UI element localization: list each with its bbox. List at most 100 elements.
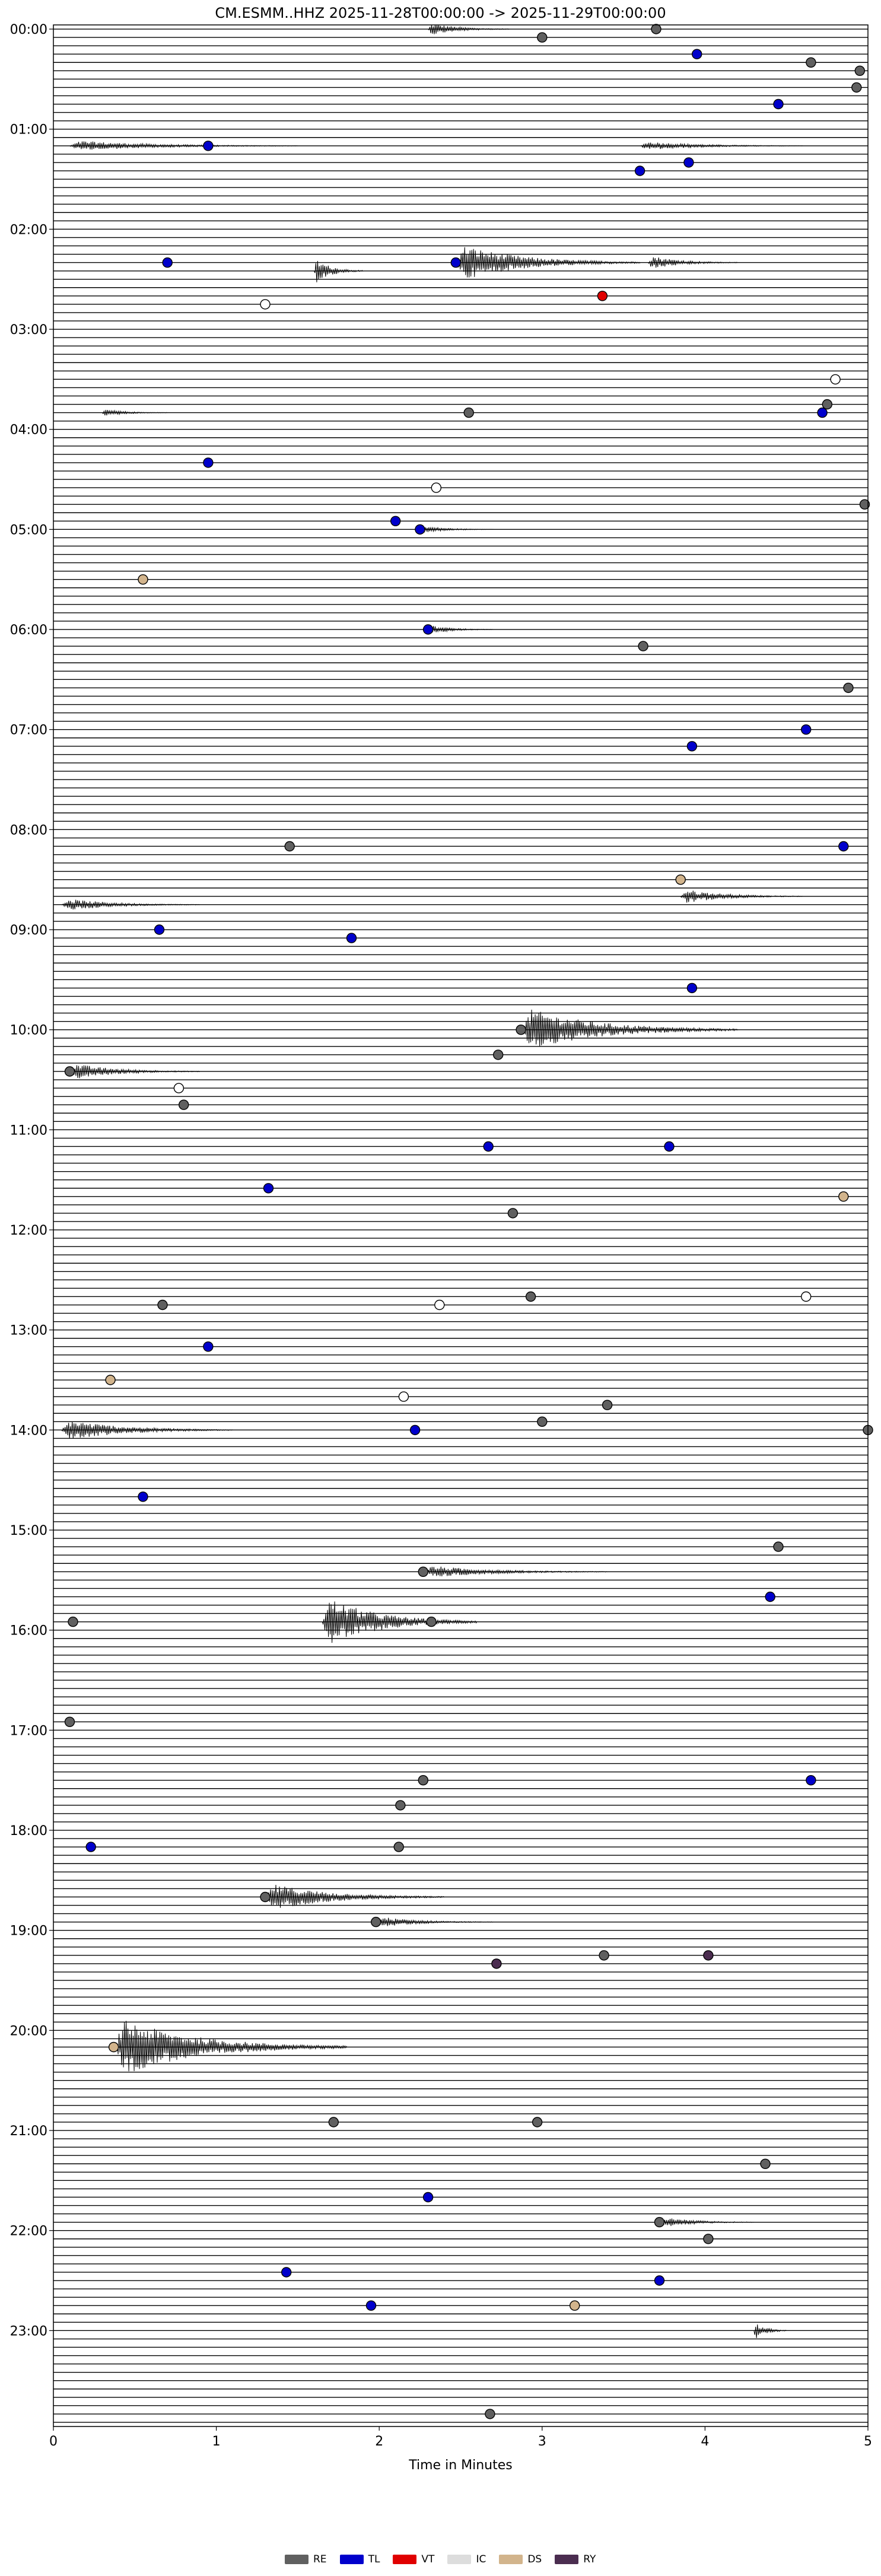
event-marker-re	[179, 1099, 189, 1110]
event-marker-tl	[686, 982, 698, 994]
event-marker-re	[537, 32, 548, 43]
event-marker-re	[602, 1400, 613, 1410]
y-tick-label: 01:00	[10, 123, 47, 138]
waveform-burst	[753, 2324, 787, 2338]
y-tick-label: 19:00	[10, 1924, 47, 1939]
event-marker-ds	[108, 2041, 119, 2053]
event-marker-tl	[654, 2275, 665, 2286]
event-marker-ry	[703, 1950, 714, 1961]
event-marker-re	[426, 1616, 437, 1627]
waveform-burst	[113, 2021, 347, 2072]
event-marker-ic	[173, 1083, 185, 1093]
legend-label: RY	[583, 2553, 596, 2565]
event-marker-re	[418, 1566, 428, 1578]
event-marker-tl	[806, 1774, 816, 1786]
legend-item-tl: TL	[339, 2553, 380, 2565]
event-marker-tl	[422, 624, 434, 635]
x-tick-label: 4	[701, 2434, 709, 2449]
event-marker-tl	[691, 49, 702, 59]
legend-item-ds: DS	[499, 2553, 542, 2565]
event-marker-re	[260, 1891, 271, 1903]
event-marker-re	[485, 2409, 495, 2419]
event-marker-tl	[203, 141, 214, 151]
y-axis-ticks: 00:00 01:00 02:00 03:00 04:00 05:00 06:00 07:00…	[10, 23, 53, 2339]
x-tick-label: 1	[212, 2434, 221, 2449]
event-marker-re	[68, 1616, 78, 1627]
y-tick-label: 15:00	[10, 1524, 47, 1538]
event-marker-tl	[817, 407, 828, 418]
x-tick-label: 5	[864, 2434, 872, 2449]
event-marker-re	[463, 407, 474, 418]
legend-swatch	[285, 2555, 308, 2564]
waveform-burst	[419, 526, 494, 533]
event-marker-re	[507, 1208, 519, 1219]
waveform-burst	[659, 2218, 754, 2227]
x-tick-label: 3	[538, 2434, 546, 2449]
y-tick-label: 09:00	[10, 923, 47, 938]
legend-item-ic: IC	[447, 2553, 486, 2565]
y-tick-label: 10:00	[10, 1023, 47, 1038]
event-marker-ds	[105, 1375, 116, 1385]
event-marker-tl	[773, 98, 784, 110]
legend-item-re: RE	[285, 2553, 327, 2565]
event-marker-ds	[138, 574, 148, 585]
event-marker-tl	[85, 1842, 96, 1852]
y-tick-label: 02:00	[10, 222, 47, 237]
event-marker-re	[516, 1024, 526, 1035]
event-marker-re	[157, 1299, 168, 1311]
event-marker-ds	[675, 874, 686, 885]
legend-swatch	[555, 2555, 579, 2564]
event-marker-ic	[434, 1299, 445, 1311]
event-marker-tl	[138, 1491, 148, 1502]
event-marker-re	[703, 2234, 714, 2244]
legend-label: VT	[421, 2553, 435, 2565]
y-tick-label: 20:00	[10, 2024, 47, 2038]
event-marker-tl	[686, 741, 698, 752]
signal-bursts	[61, 24, 803, 2338]
y-tick-label: 22:00	[10, 2224, 47, 2239]
event-marker-tl	[634, 166, 645, 176]
event-marker-re	[654, 2216, 665, 2228]
event-marker-ry	[491, 1958, 502, 1969]
event-marker-re	[760, 2158, 771, 2170]
event-marker-ic	[800, 1291, 812, 1302]
x-axis-ticks: 0 1 2 3 4 5	[49, 2426, 872, 2449]
y-tick-label: 03:00	[10, 323, 47, 338]
event-marker-tl	[838, 841, 849, 852]
event-marker-tl	[281, 2267, 292, 2278]
event-marker-tl	[765, 1591, 775, 1602]
event-marker-ic	[260, 299, 271, 310]
event-marker-tl	[450, 257, 461, 268]
event-marker-re	[854, 65, 866, 77]
plot-frame	[53, 24, 869, 2427]
waveform-burst	[313, 260, 364, 282]
event-marker-tl	[483, 1141, 494, 1152]
trace-lines	[53, 28, 868, 2423]
waveform-burst	[102, 409, 168, 416]
event-marker-ic	[830, 374, 841, 385]
x-tick-label: 0	[49, 2434, 58, 2449]
event-marker-tl	[422, 2192, 434, 2203]
event-marker-re	[328, 2117, 339, 2127]
legend-label: DS	[527, 2553, 542, 2565]
y-tick-label: 00:00	[10, 23, 47, 37]
event-marker-tl	[800, 724, 812, 735]
event-marker-tl	[390, 516, 401, 526]
event-marker-re	[822, 399, 833, 410]
y-tick-label: 18:00	[10, 1824, 47, 1839]
waveform-burst	[423, 1566, 608, 1576]
legend-label: TL	[368, 2553, 380, 2565]
event-marker-tl	[664, 1141, 675, 1152]
legend: RE TL VT IC DS RY	[285, 2551, 596, 2568]
event-marker-ic	[431, 482, 441, 493]
waveform-burst	[640, 142, 803, 150]
y-tick-label: 23:00	[10, 2324, 47, 2339]
y-tick-label: 06:00	[10, 623, 47, 638]
y-tick-label: 16:00	[10, 1624, 47, 1639]
legend-swatch	[339, 2555, 364, 2564]
waveform-burst	[61, 1421, 233, 1439]
event-marker-tl	[162, 257, 173, 268]
waveform-burst	[428, 626, 494, 633]
legend-label: IC	[476, 2553, 486, 2565]
